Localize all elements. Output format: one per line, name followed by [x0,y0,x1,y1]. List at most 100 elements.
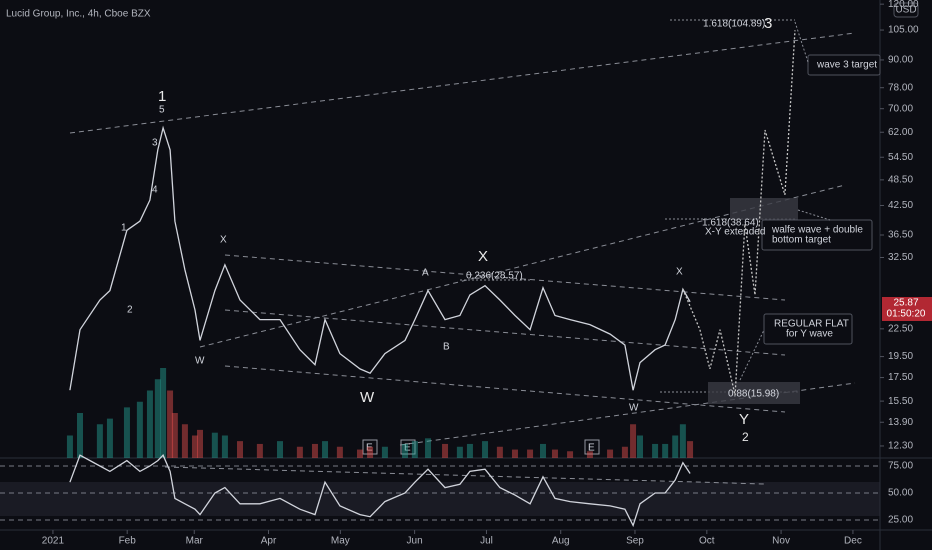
trend-line [224,254,786,301]
y-tick-label: 36.50 [888,230,913,241]
currency-box [893,2,919,18]
volume-bar [456,446,463,458]
annotation: 3 [764,15,772,32]
volume-bar [357,449,363,458]
x-tick-label: Apr [261,536,277,547]
annotation: bottom target [772,235,831,246]
earnings-box [362,439,378,455]
annotation: X [220,235,227,246]
x-tick-label: Aug [552,536,570,547]
annotation: 2 [127,305,133,316]
volume-bar [336,446,343,458]
volume-bar [106,418,113,458]
y-tick-label: 54.50 [888,152,913,163]
volume-bar [679,424,686,458]
annotation: wave 3 target [816,60,877,71]
y-tick-label: 17.50 [888,372,913,383]
projection-line [682,30,796,396]
volume-bar [662,443,669,458]
volume-bar [256,443,263,458]
annotation: B [443,342,450,353]
volume-bar [687,441,694,458]
x-tick-label: Nov [772,536,790,547]
y-tick-label: 15.50 [888,396,913,407]
volume-bar [411,441,418,458]
trend-line [69,32,856,134]
y-tick-label: 25.00 [888,515,913,526]
annotation: X-Y extended [705,227,765,238]
x-tick-label: Oct [699,536,715,547]
earnings: E [366,443,373,454]
y-tick-label: 22.50 [888,323,913,334]
annotation: REGULAR FLAT [774,319,849,330]
volume-bar [160,368,167,458]
volume-bar [322,441,329,458]
volume-bar [221,435,228,458]
note-box [807,54,881,76]
trend-line [224,365,786,413]
volume-bar [311,443,318,458]
earnings: E [404,443,411,454]
volume-bar [296,446,303,458]
volume-bar [191,435,198,458]
annotation: X [676,267,683,278]
annotation: 1.618(38.64) [702,218,759,229]
rsi-trend [164,466,766,485]
y-tick-label: 78.00 [888,82,913,93]
volume-bar [181,424,188,458]
y-tick-label: 70.00 [888,103,913,114]
annotation: 1 [158,88,166,105]
volume-bar [637,435,643,458]
volume-bar [171,413,178,458]
volume-bar [123,407,130,458]
volume-bar [154,379,161,458]
earnings-box [400,439,416,455]
annotation: W [195,356,205,367]
volume-bar [277,441,283,458]
note-box [763,313,853,345]
y-tick-label: 75.00 [888,461,913,472]
volume-bar [511,449,518,458]
annotation: A [422,268,429,279]
rsi-band [0,482,880,516]
rsi-line [69,454,691,528]
volume-bar [136,401,143,458]
volume-bar [197,429,203,458]
target-zone [730,198,798,220]
x-tick-label: Mar [186,536,204,547]
volume-bar [425,438,432,458]
earnings: E [588,443,595,454]
x-tick-label: Feb [119,536,137,547]
x-tick-label: Dec [844,536,862,547]
y-tick-label: 62.00 [888,127,913,138]
volume-bar [607,449,614,458]
volume-bar [630,424,637,458]
price-line [69,125,691,391]
y-tick-label: 42.50 [888,200,913,211]
annotation: W [629,403,639,414]
volume-bar [146,390,153,458]
volume-bar [367,446,374,458]
volume-bar [482,441,489,458]
annotation: 0.88(15.98) [728,389,779,400]
annotation: 0.236(28.57) [466,271,523,282]
volume-bar [527,449,534,458]
y-tick-label: 32.50 [888,252,913,263]
volume-bar [672,435,679,458]
annotation: 3 [152,138,158,149]
countdown: 01:50:20 [887,309,926,320]
y-tick-label: 90.00 [888,55,913,66]
chart-title: Lucid Group, Inc., 4h, Cboe BZX [6,9,151,20]
annotation: walfe wave + double [771,225,863,236]
volume-bar [402,443,409,458]
last-price: 25.87 [893,298,918,309]
y-tick-label: 13.90 [888,417,913,428]
y-tick-label: 19.50 [888,351,913,362]
annotation: 1 [121,223,127,234]
y-tick-label: 12.30 [888,441,913,452]
annotation: 2 [742,430,749,444]
volume-bar [381,446,388,458]
volume-bar [66,435,73,458]
currency: USD [895,5,916,16]
volume-bar [539,443,546,458]
